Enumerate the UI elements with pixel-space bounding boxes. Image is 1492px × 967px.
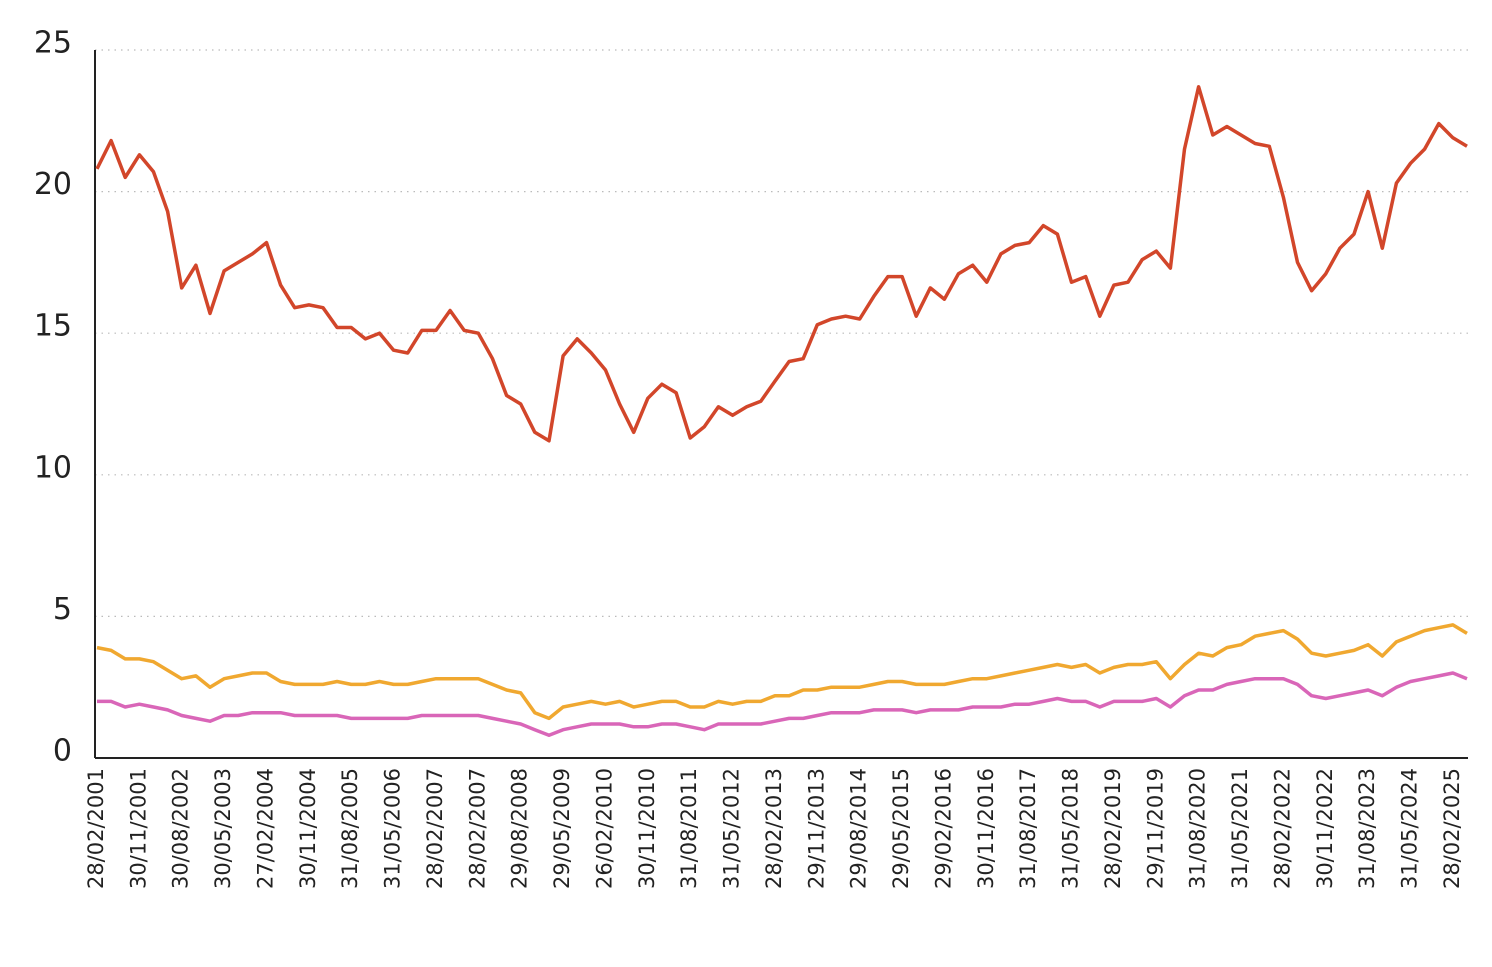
- x-tick-label: 31/05/2006: [381, 768, 405, 889]
- x-tick-label: 31/08/2017: [1016, 768, 1040, 889]
- x-tick-label: 31/05/2012: [720, 768, 744, 889]
- x-tick-label: 28/02/2022: [1270, 768, 1294, 889]
- x-tick-label: 28/02/2019: [1101, 768, 1125, 889]
- x-tick-label: 30/11/2022: [1313, 768, 1337, 889]
- y-tick-label: 20: [34, 167, 72, 202]
- y-tick-label: 15: [34, 309, 72, 344]
- x-tick-label: 29/05/2009: [550, 768, 574, 889]
- x-tick-label: 29/02/2016: [931, 768, 955, 889]
- x-tick-label: 28/02/2007: [465, 768, 489, 889]
- x-tick-label: 26/02/2010: [592, 768, 616, 889]
- y-tick-label: 25: [34, 26, 72, 61]
- y-tick-label: 10: [34, 450, 72, 485]
- x-tick-label: 28/02/2025: [1440, 768, 1464, 889]
- x-tick-label: 31/05/2018: [1059, 768, 1083, 889]
- x-tick-label: 30/08/2002: [169, 768, 193, 889]
- x-tick-label: 29/05/2015: [889, 768, 913, 889]
- y-tick-label: 0: [53, 734, 72, 769]
- x-tick-label: 31/05/2021: [1228, 768, 1252, 889]
- x-tick-label: 28/02/2007: [423, 768, 447, 889]
- x-tick-label: 31/08/2011: [677, 768, 701, 889]
- x-tick-label: 28/02/2001: [84, 768, 108, 889]
- x-tick-label: 31/08/2023: [1355, 768, 1379, 889]
- x-tick-label: 31/05/2024: [1398, 768, 1422, 889]
- y-tick-label: 5: [53, 592, 72, 627]
- x-tick-label: 29/08/2008: [508, 768, 532, 889]
- x-tick-label: 29/08/2014: [847, 768, 871, 889]
- x-tick-label: 30/05/2003: [211, 768, 235, 889]
- x-tick-label: 31/08/2005: [338, 768, 362, 889]
- x-tick-label: 28/02/2013: [762, 768, 786, 889]
- x-tick-label: 31/08/2020: [1186, 768, 1210, 889]
- x-tick-label: 30/11/2010: [635, 768, 659, 889]
- x-tick-label: 30/11/2001: [126, 768, 150, 889]
- x-tick-label: 30/11/2016: [974, 768, 998, 889]
- x-tick-label: 27/02/2004: [253, 768, 277, 889]
- x-tick-label: 29/11/2013: [804, 768, 828, 889]
- x-tick-label: 29/11/2019: [1143, 768, 1167, 889]
- series-line: [95, 85, 1468, 443]
- series-line: [97, 671, 1468, 738]
- series-line: [96, 623, 1468, 721]
- x-tick-label: 30/11/2004: [296, 768, 320, 889]
